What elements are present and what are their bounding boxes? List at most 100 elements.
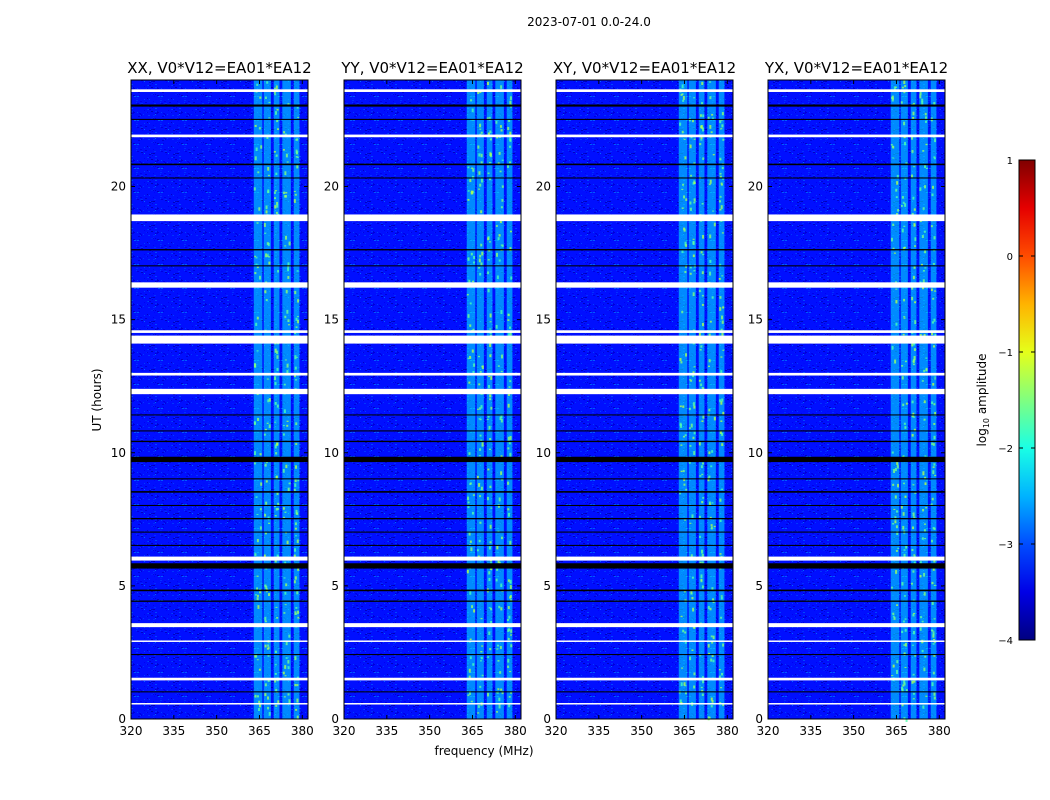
rfi-speck (711, 641, 714, 644)
rfi-speck (707, 477, 710, 482)
rfi-speck (895, 196, 898, 199)
rfi-band (282, 80, 291, 719)
rfi-speck (479, 685, 482, 688)
rfi-speck (254, 594, 257, 596)
rfi-speck (895, 86, 898, 88)
rfi-speck (893, 617, 896, 620)
rfi-speck (497, 365, 500, 367)
rfi-speck (712, 210, 715, 212)
rfi-speck (897, 547, 900, 550)
rfi-speck (468, 668, 471, 673)
rfi-speck (692, 182, 695, 185)
rfi-speck (472, 370, 475, 375)
rfi-speck (472, 494, 475, 496)
flagged-row (768, 691, 945, 693)
rfi-speck (256, 83, 259, 86)
rfi-speck (267, 706, 270, 710)
rfi-speck (286, 420, 289, 422)
rfi-speck (689, 144, 692, 149)
rfi-speck (496, 545, 499, 550)
rfi-speck (275, 476, 278, 480)
rfi-speck (268, 711, 271, 716)
rfi-speck (282, 433, 285, 436)
rfi-speck (256, 594, 259, 597)
colorbar-label-subscript: 10 (982, 418, 991, 428)
x-tick-label: 380 (716, 724, 739, 738)
rfi-speck (285, 235, 288, 240)
rfi-speck (722, 178, 725, 180)
flagged-row (131, 104, 308, 107)
rfi-speck (256, 222, 259, 224)
rfi-speck (720, 128, 723, 130)
rfi-speck (479, 521, 482, 524)
rfi-speck (892, 664, 895, 668)
rfi-speck (466, 569, 469, 574)
y-tick-label: 15 (748, 313, 763, 327)
rfi-speck (719, 208, 722, 211)
rfi-speck (709, 81, 712, 83)
rfi-speck (507, 508, 510, 511)
rfi-speck (902, 455, 905, 457)
rfi-band (910, 80, 917, 719)
colorbar-gradient (1018, 159, 1036, 641)
y-tick-label: 0 (118, 712, 126, 726)
rfi-speck (924, 482, 927, 486)
rfi-speck (923, 369, 926, 372)
rfi-speck (295, 379, 298, 381)
x-tick-label: 335 (162, 724, 185, 738)
rfi-speck (702, 497, 705, 499)
blank-row (131, 556, 308, 561)
rfi-speck (931, 442, 934, 446)
flagged-row (556, 517, 733, 520)
rfi-speck (896, 181, 899, 185)
rfi-speck (701, 81, 704, 85)
rfi-speck (264, 513, 267, 517)
rfi-speck (904, 177, 907, 180)
rfi-speck (488, 375, 491, 378)
rfi-speck (708, 333, 711, 337)
rfi-speck (709, 320, 712, 323)
rfi-speck (268, 261, 271, 265)
rfi-speck (256, 513, 259, 516)
rfi-speck (253, 187, 256, 191)
rfi-speck (274, 376, 277, 381)
rfi-speck (923, 529, 926, 533)
rfi-speck (265, 501, 268, 505)
flagged-row (344, 440, 521, 443)
rfi-speck (690, 423, 693, 428)
blank-row (768, 556, 945, 561)
rfi-speck (510, 629, 513, 633)
rfi-speck (266, 422, 269, 424)
rfi-speck (509, 137, 512, 142)
rfi-speck (682, 99, 685, 102)
rfi-speck (507, 313, 510, 317)
rfi-speck (263, 433, 266, 436)
rfi-speck (274, 197, 277, 200)
rfi-speck (682, 405, 685, 408)
y-tick-label: 0 (331, 712, 339, 726)
rfi-speck (902, 620, 905, 623)
rfi-speck (895, 188, 898, 191)
rfi-speck (489, 437, 492, 441)
rfi-speck (681, 130, 684, 134)
rfi-speck (932, 671, 935, 675)
blank-row (768, 388, 945, 395)
flagged-row (768, 491, 945, 493)
rfi-speck (924, 267, 927, 269)
rfi-speck (295, 356, 298, 358)
rfi-speck (508, 695, 511, 698)
rfi-speck (921, 98, 924, 103)
rfi-speck (507, 481, 510, 485)
rfi-speck (709, 179, 712, 184)
rfi-band (698, 80, 705, 719)
rfi-speck (263, 554, 266, 559)
rfi-speck (472, 328, 475, 331)
rfi-speck (923, 230, 926, 233)
rfi-speck (934, 474, 937, 477)
flagged-row (556, 430, 733, 432)
rfi-speck (904, 495, 907, 498)
rfi-speck (507, 447, 510, 450)
rfi-speck (267, 654, 270, 657)
rfi-speck (282, 507, 285, 510)
rfi-speck (287, 319, 290, 322)
